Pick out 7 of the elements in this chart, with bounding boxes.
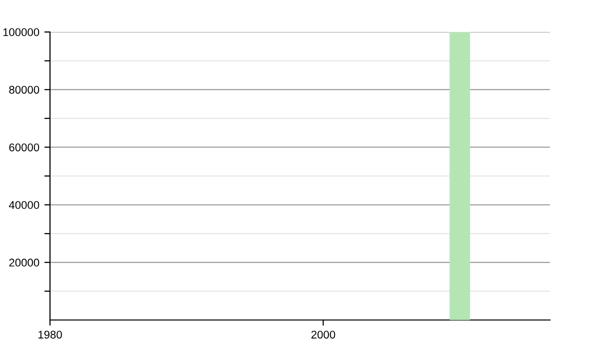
x-tick-label: 1980 — [38, 330, 62, 339]
y-tick-label: 20000 — [9, 258, 40, 267]
y-tick-label: 40000 — [8, 201, 40, 209]
x-tick-label: 2000 — [311, 330, 336, 339]
y-tick-label: 60000 — [9, 143, 40, 152]
y-tick-label: 80000 — [9, 86, 40, 94]
y-tick-label: 100000 — [3, 28, 40, 36]
